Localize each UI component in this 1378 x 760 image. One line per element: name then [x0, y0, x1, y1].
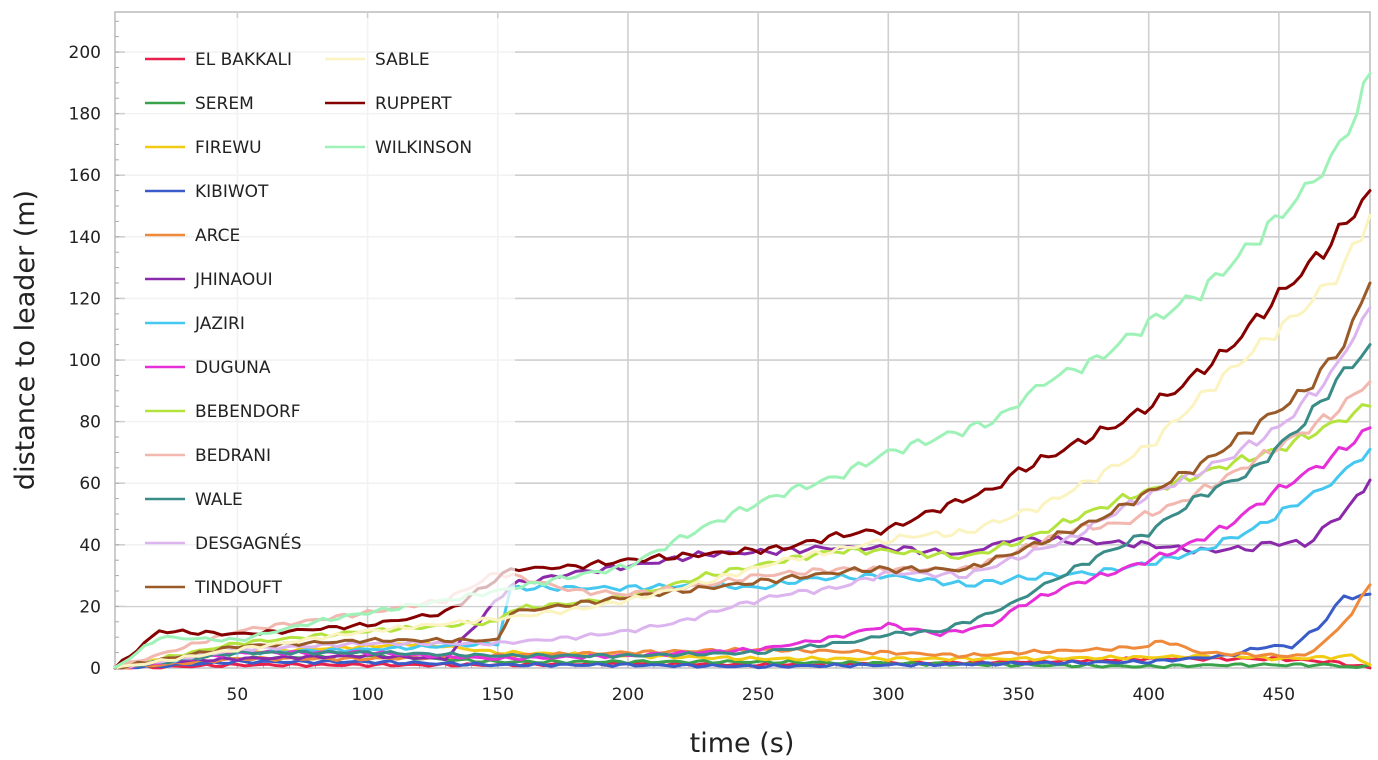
legend-label-kibiwot: KIBIWOT	[195, 182, 269, 202]
legend-label-ruppert: RUPPERT	[375, 94, 452, 114]
x-tick-labels: 50 100 150 200 250 300 350 400 450	[227, 685, 1296, 705]
series-line-wale	[113, 343, 1372, 670]
legend-background	[125, 18, 515, 606]
x-tick-label: 450	[1263, 685, 1295, 705]
legend-label-wale: WALE	[195, 490, 243, 510]
x-tick-label: 400	[1132, 685, 1164, 705]
legend-label-tindouft: TINDOUFT	[194, 578, 283, 598]
legend-label-arce: ARCE	[195, 226, 240, 246]
y-tick-label: 100	[69, 351, 101, 371]
y-tick-label: 80	[79, 413, 101, 433]
legend-label-jaziri: JAZIRI	[194, 314, 245, 334]
y-axis-label: distance to leader (m)	[10, 190, 41, 490]
x-tick-label: 300	[872, 685, 904, 705]
y-tick-labels: 0 20 40 60 80 100 120 140 160 180 200	[69, 43, 101, 679]
legend-label-sable: SABLE	[375, 50, 430, 70]
legend-label-bedrani: BEDRANI	[195, 446, 271, 466]
y-tick-label: 140	[69, 228, 101, 248]
x-tick-label: 50	[227, 685, 249, 705]
y-tick-label: 20	[79, 597, 101, 617]
y-tick-label: 160	[69, 166, 101, 186]
series-line-firewu	[113, 641, 1372, 668]
series-line-kibiwot	[113, 592, 1372, 670]
x-tick-label: 100	[351, 685, 383, 705]
x-tick-label: 200	[612, 685, 644, 705]
legend-label-desgagn-s: DESGAGNÉS	[195, 532, 302, 554]
legend-label-duguna: DUGUNA	[195, 358, 271, 378]
series-line-ruppert	[113, 189, 1372, 670]
legend-label-jhinaoui: JHINAOUI	[194, 270, 273, 290]
y-tick-label: 180	[69, 105, 101, 125]
legend-label-bebendorf: BEBENDORF	[195, 402, 301, 422]
y-tick-label: 120	[69, 289, 101, 309]
y-tick-label: 200	[69, 43, 101, 63]
legend: EL BAKKALI SEREM FIREWU KIBIWOT ARCE JHINAOUI…	[125, 18, 515, 606]
x-tick-label: 250	[742, 685, 774, 705]
y-tick-label: 0	[90, 659, 101, 679]
legend-label-serem: SEREM	[195, 94, 254, 114]
legend-label-wilkinson: WILKINSON	[375, 138, 472, 158]
series-lines	[113, 72, 1372, 670]
legend-label-firewu: FIREWU	[195, 138, 262, 158]
y-tick-label: 40	[79, 536, 101, 556]
x-axis-label: time (s)	[690, 728, 795, 759]
y-tick-label: 60	[79, 474, 101, 494]
legend-label-el-bakkali: EL BAKKALI	[195, 50, 292, 70]
series-line-wilkinson	[113, 72, 1372, 669]
series-line-tindouft	[113, 281, 1372, 670]
x-tick-label: 150	[482, 685, 514, 705]
series-line-sable	[113, 213, 1372, 670]
x-tick-label: 350	[1002, 685, 1034, 705]
